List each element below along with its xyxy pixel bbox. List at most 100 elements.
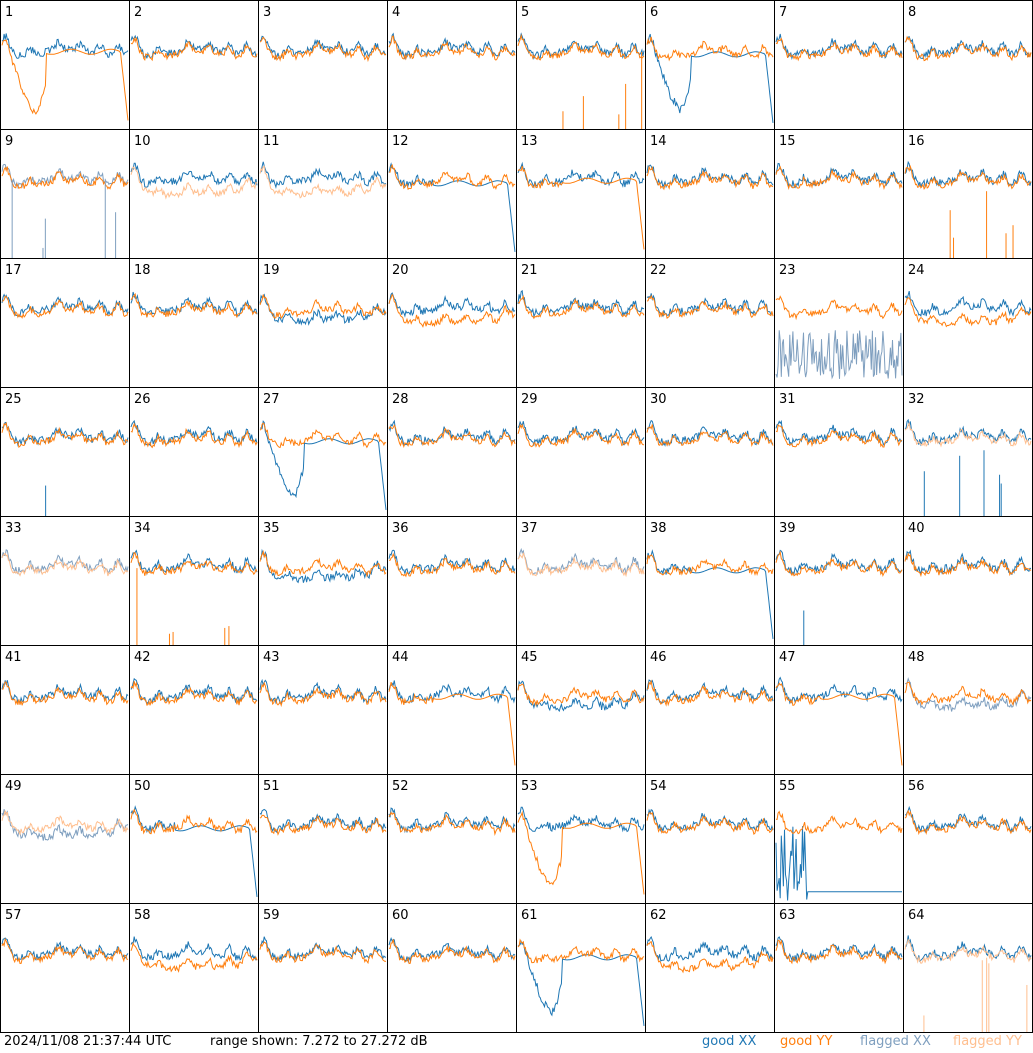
panel-15-xx-line	[775, 162, 903, 189]
panel-59-yy-line	[259, 941, 387, 965]
panel-43	[259, 678, 387, 708]
panel-51-xx-line	[259, 808, 387, 834]
panel-34-xx-line	[130, 549, 258, 576]
panel-14-label: 14	[650, 134, 667, 149]
panel-6-xx-line	[646, 33, 774, 123]
panel-49	[1, 809, 129, 841]
panel-26-label: 26	[134, 392, 151, 407]
panel-21	[517, 289, 645, 320]
panel-36-label: 36	[392, 521, 409, 536]
panel-28-label: 28	[392, 392, 409, 407]
panel-63-label: 63	[779, 908, 796, 923]
panel-35	[259, 548, 387, 584]
panel-1-label: 1	[5, 5, 13, 20]
panel-12-label: 12	[392, 134, 409, 149]
panel-57-label: 57	[5, 908, 22, 923]
panel-27-yy-line	[259, 422, 387, 449]
panel-53-yy-line	[517, 810, 645, 895]
panel-46-xx-line	[646, 679, 774, 704]
panel-22-xx-line	[646, 293, 774, 318]
panel-31	[775, 419, 903, 448]
panel-59-xx-line	[259, 936, 387, 962]
panel-36-yy-line	[389, 552, 516, 578]
panel-40	[904, 549, 1032, 578]
panel-20	[388, 292, 516, 328]
panel-52-yy-line	[388, 811, 516, 836]
panel-23-xx-line	[775, 330, 903, 380]
panel-27-label: 27	[263, 392, 280, 407]
panel-37-yy-line	[517, 551, 645, 578]
panel-4	[388, 32, 516, 61]
panel-28-yy-line	[388, 424, 516, 449]
panel-54-xx-line	[646, 808, 774, 834]
panel-30-xx-line	[646, 419, 774, 447]
panel-9-label: 9	[5, 134, 13, 149]
panel-6	[646, 33, 774, 123]
panel-6-yy-line	[646, 36, 774, 62]
panel-53-xx-line	[517, 806, 645, 833]
panel-54	[646, 808, 774, 836]
panel-63-xx-line	[775, 936, 903, 962]
panel-56-xx-line	[904, 805, 1032, 833]
panel-19-yy-line	[259, 294, 387, 320]
panel-38-yy-line	[646, 554, 774, 577]
panel-24	[904, 290, 1032, 328]
panel-11-xx-line	[259, 161, 387, 190]
panel-25	[1, 421, 129, 516]
panel-64-xx-line	[904, 935, 1032, 963]
footer-bar: 2024/11/08 21:37:44 UTC range shown: 7.2…	[0, 1033, 1033, 1053]
panel-11-label: 11	[263, 134, 280, 149]
panel-16-yy-line	[904, 164, 1032, 191]
panel-42	[130, 677, 258, 706]
panel-15-yy-line	[775, 165, 903, 190]
panel-23-label: 23	[779, 263, 796, 278]
panel-1-yy-line	[1, 39, 129, 121]
panel-57-xx-line	[1, 937, 129, 962]
panel-59-label: 59	[263, 908, 280, 923]
panel-56-label: 56	[908, 779, 925, 794]
panel-21-yy-line	[517, 294, 645, 320]
panel-35-xx-line	[259, 548, 387, 584]
panel-5	[517, 32, 645, 129]
panel-10-yy-line	[130, 166, 258, 200]
panel-26-xx-line	[130, 419, 258, 447]
panel-20-label: 20	[392, 263, 409, 278]
panel-49-label: 49	[5, 779, 22, 794]
panel-19	[259, 293, 387, 326]
panel-10-label: 10	[134, 134, 151, 149]
panel-7-xx-line	[775, 33, 903, 61]
panel-18-label: 18	[134, 263, 151, 278]
panel-41-xx-line	[1, 680, 129, 706]
panel-18	[130, 291, 258, 319]
panel-32-yy-line	[904, 421, 1032, 448]
panel-16-label: 16	[908, 134, 925, 149]
panel-46-label: 46	[650, 650, 667, 665]
panel-8-label: 8	[908, 5, 916, 20]
panel-38	[646, 549, 774, 639]
panel-64	[904, 935, 1032, 1032]
panel-31-yy-line	[775, 423, 903, 448]
panel-22-yy-line	[646, 294, 774, 319]
panel-46-yy-line	[646, 679, 774, 707]
panel-34	[130, 549, 258, 645]
panel-11-yy-line	[259, 165, 387, 199]
panel-33-label: 33	[5, 521, 22, 536]
panel-17-yy-line	[1, 295, 129, 319]
panel-37-label: 37	[521, 521, 538, 536]
panel-34-label: 34	[134, 521, 151, 536]
panel-15	[775, 162, 903, 190]
panel-30	[646, 419, 774, 447]
panel-50-yy-line	[130, 808, 258, 835]
panel-4-label: 4	[392, 5, 400, 20]
panel-32-xx-line	[904, 418, 1032, 447]
panel-2-yy-line	[130, 36, 258, 62]
panel-41-yy-line	[1, 681, 129, 706]
panel-23-yy-line	[775, 295, 903, 321]
panel-52-xx-line	[388, 807, 516, 834]
panel-54-label: 54	[650, 779, 667, 794]
panel-21-xx-line	[517, 289, 645, 318]
panel-42-yy-line	[130, 681, 258, 706]
panel-2	[130, 34, 258, 62]
panel-62-xx-line	[646, 935, 774, 962]
